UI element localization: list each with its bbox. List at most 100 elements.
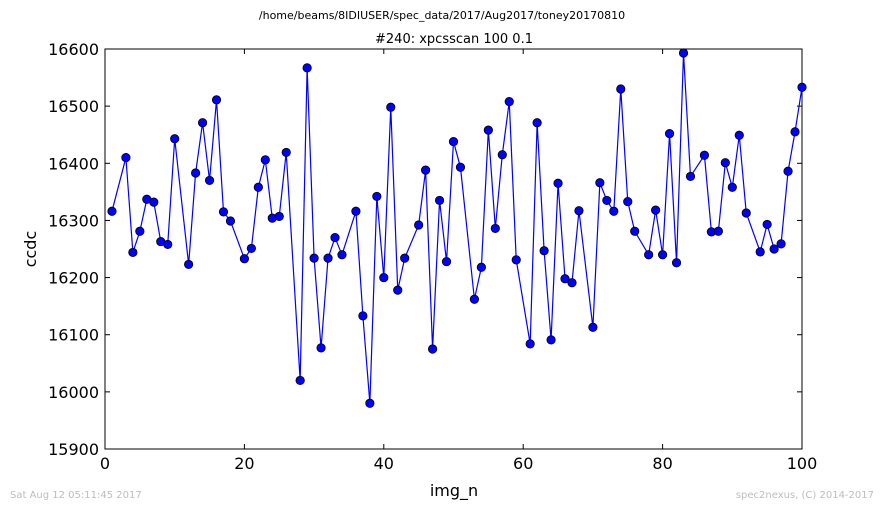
data-point xyxy=(191,168,201,178)
y-tick-label: 16500 xyxy=(48,97,99,116)
data-point xyxy=(532,118,542,128)
data-point xyxy=(218,207,229,217)
x-tick-label: 20 xyxy=(234,454,254,473)
footer-credit: spec2nexus, (C) 2014-2017 xyxy=(736,490,874,501)
y-tick-label: 16000 xyxy=(48,383,99,402)
data-point xyxy=(121,152,131,163)
data-point xyxy=(281,147,291,158)
data-point xyxy=(511,255,521,265)
data-point xyxy=(365,398,375,408)
data-point xyxy=(776,239,786,249)
data-point xyxy=(678,48,689,58)
data-point xyxy=(657,250,668,260)
x-tick-label: 0 xyxy=(100,454,110,473)
data-point xyxy=(295,375,305,386)
data-point xyxy=(239,254,249,264)
data-point xyxy=(448,136,459,147)
data-point xyxy=(734,130,744,140)
x-tick-label: 40 xyxy=(374,454,394,473)
series-line xyxy=(111,52,803,404)
data-point xyxy=(441,256,452,267)
data-point xyxy=(372,191,382,202)
data-point xyxy=(644,250,654,260)
data-point xyxy=(414,220,424,230)
data-point xyxy=(316,343,326,353)
data-point xyxy=(560,274,570,284)
data-point xyxy=(525,339,535,349)
data-point xyxy=(664,128,675,139)
x-tick-label: 60 xyxy=(513,454,533,473)
data-point xyxy=(135,226,145,236)
data-point xyxy=(790,127,800,137)
axes-frame xyxy=(104,48,803,450)
data-point xyxy=(490,223,500,234)
data-point xyxy=(741,208,751,218)
data-point xyxy=(713,226,723,236)
data-point xyxy=(260,155,270,165)
data-point xyxy=(762,219,772,230)
data-point xyxy=(504,96,514,107)
y-axis-label: ccdc xyxy=(21,231,40,268)
data-point xyxy=(309,253,319,263)
data-point xyxy=(253,182,263,192)
data-point xyxy=(393,285,403,295)
data-point xyxy=(323,253,333,263)
data-point xyxy=(574,206,584,216)
x-tick-label: 80 xyxy=(652,454,672,473)
data-point xyxy=(476,262,486,272)
data-point xyxy=(727,182,737,192)
data-point xyxy=(769,244,779,254)
data-point xyxy=(699,150,710,160)
data-point xyxy=(274,211,284,222)
data-point xyxy=(546,335,556,345)
data-point xyxy=(755,247,765,257)
x-axis-label: img_n xyxy=(430,481,478,501)
data-point xyxy=(427,344,438,354)
data-point xyxy=(567,278,577,288)
file-path-header: /home/beams/8IDIUSER/spec_data/2017/Aug2… xyxy=(259,9,625,22)
data-point xyxy=(163,239,173,250)
data-point xyxy=(685,171,696,182)
data-point xyxy=(797,82,807,92)
data-point xyxy=(211,95,222,105)
data-point xyxy=(386,102,396,112)
y-tick-label: 16600 xyxy=(48,40,99,59)
y-tick-label: 16300 xyxy=(48,211,99,230)
data-point xyxy=(197,118,208,128)
data-point xyxy=(630,226,640,236)
data-point xyxy=(149,197,159,207)
data-point xyxy=(421,165,431,175)
y-tick-label: 16400 xyxy=(48,154,99,173)
data-point xyxy=(400,253,410,263)
data-point xyxy=(246,243,256,254)
data-point xyxy=(553,178,563,188)
y-tick-label: 16200 xyxy=(48,269,99,288)
data-point xyxy=(107,206,117,216)
data-point xyxy=(358,311,368,321)
data-point xyxy=(337,250,347,260)
data-point xyxy=(225,216,236,226)
data-point xyxy=(720,158,730,168)
data-point xyxy=(330,232,340,243)
x-tick-label: 100 xyxy=(787,454,818,473)
data-point xyxy=(609,206,619,216)
data-point xyxy=(671,258,682,268)
y-tick-label: 16100 xyxy=(48,326,99,345)
data-point xyxy=(539,246,549,256)
data-point xyxy=(170,134,180,144)
data-point xyxy=(128,247,138,258)
plot-area: 0 20 40 60 80 100 15900 16000 16100 16200 16300 164… xyxy=(48,40,817,473)
data-point xyxy=(623,196,633,207)
data-point xyxy=(302,63,312,73)
data-point xyxy=(651,205,661,215)
data-point xyxy=(588,322,598,332)
data-point xyxy=(184,259,194,270)
footer-timestamp: Sat Aug 12 05:11:45 2017 xyxy=(10,490,142,501)
data-point xyxy=(455,162,466,172)
y-tick-label: 15900 xyxy=(48,440,99,459)
data-point xyxy=(351,206,361,216)
data-point xyxy=(204,175,215,186)
data-point xyxy=(595,178,605,188)
data-point xyxy=(469,294,480,304)
